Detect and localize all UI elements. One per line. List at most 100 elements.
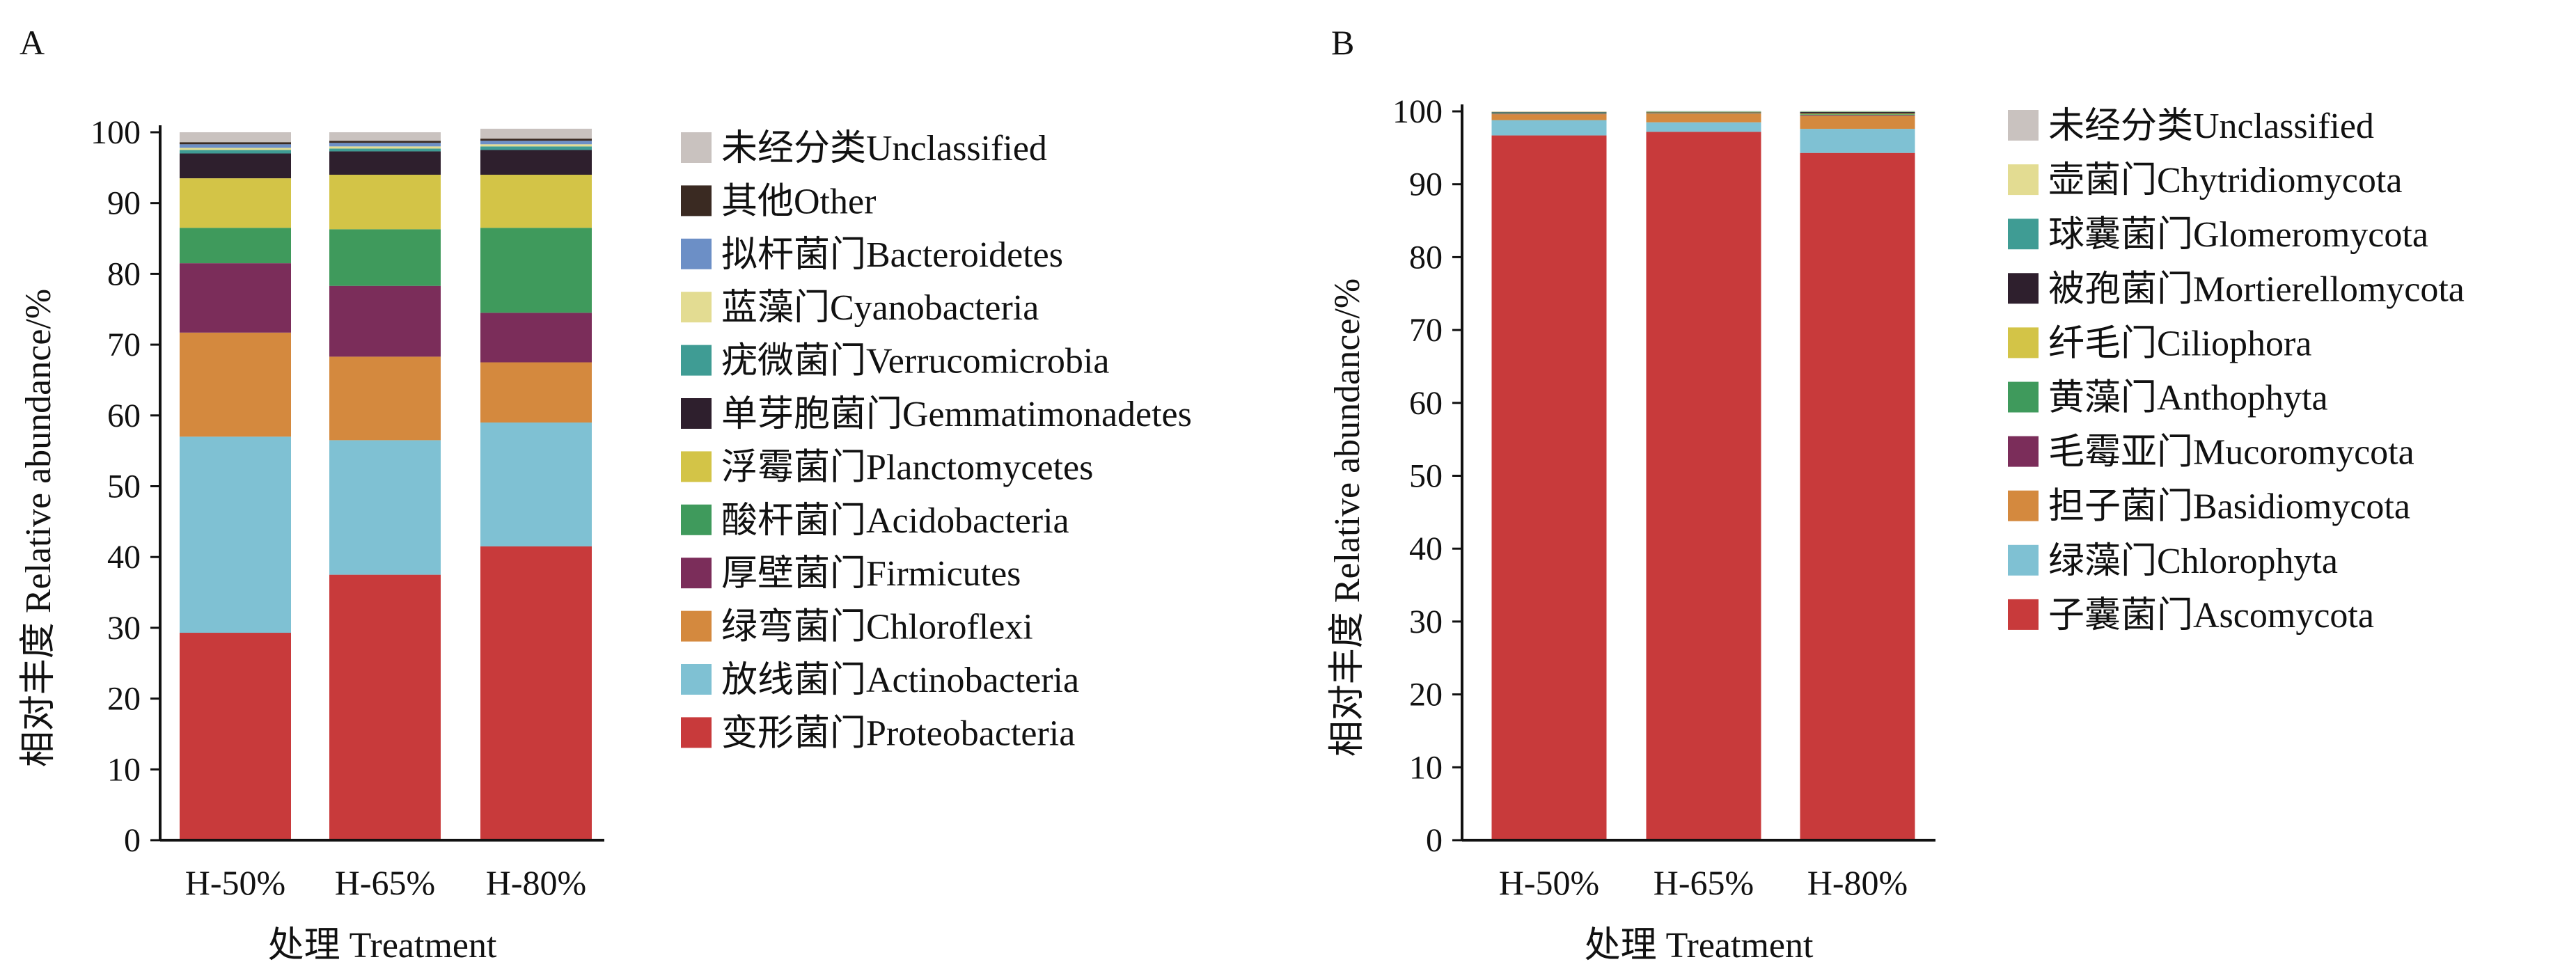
bar-segment [480,128,592,139]
bar-segment [1646,132,1761,841]
legend-item: 疣微菌门Verrucomicrobia [681,342,1109,381]
bar-segment [1800,111,1915,113]
bar-segment [480,422,592,546]
y-tick-label: 70 [107,326,141,363]
legend-label: 壶菌门Chytridiomycota [2048,161,2402,200]
y-tick-label: 60 [107,397,141,434]
bar-segment [480,144,592,147]
legend-swatch [681,717,712,748]
bar-segment [180,178,291,228]
bar-segment [329,141,441,143]
legend-swatch [2008,599,2039,630]
legend-swatch [2008,219,2039,250]
legend-swatch [681,238,712,269]
legend-item: 未经分类Unclassified [681,129,1047,168]
y-tick-label: 100 [1392,93,1443,130]
bar-segment [329,143,441,147]
bar-segment [1646,111,1761,112]
legend-label: 毛霉亚门Mucoromycota [2048,433,2414,473]
legend-label: 绿藻门Chlorophyta [2048,542,2338,581]
bar-segment [180,436,291,633]
bar-segment [329,285,441,357]
x-tick-label: H-80% [486,863,586,902]
legend-label: 拟杆菌门Bacteroidetes [721,235,1063,275]
legend-item: 其他Other [681,182,876,221]
legend-item: 蓝藻门Cyanobacteria [681,288,1039,328]
bar-segment [480,546,592,840]
y-tick-label: 20 [107,681,141,718]
y-tick-label: 0 [124,822,141,859]
bar-segment [1491,113,1607,115]
bar-segment [480,150,592,175]
bar-segment [1800,129,1915,153]
legend-label: 被孢菌门Mortierellomycota [2048,269,2465,309]
y-tick-label: 100 [91,114,141,151]
bar-segment [180,142,291,145]
bar-segment [1800,112,1915,114]
legend-item: 浮霉菌门Planctomycetes [681,448,1093,487]
bar-segment [480,146,592,150]
y-tick-label: 70 [1409,312,1443,349]
bar-segment [1491,111,1607,113]
legend-item: 厚壁菌门Firmicutes [681,554,1021,594]
y-tick-label: 90 [1409,166,1443,203]
x-axis-title: 处理 Treatment [1585,926,1814,965]
legend-label: 纤毛门Ciliophora [2048,324,2311,363]
x-tick-label: H-50% [185,863,285,902]
bar-segment [1491,113,1607,114]
legend: 未经分类Unclassified 其他Other 拟杆菌门Bacteroidetes… [681,129,1192,753]
bar-segment [1491,135,1607,840]
y-tick-label: 10 [107,751,141,788]
legend-item: 单芽胞菌门Gemmatimonadetes [681,395,1192,434]
y-tick-label: 50 [1409,458,1443,495]
bar-segment [1646,113,1761,114]
panel-label: B [1331,23,1354,62]
legend-swatch [2008,436,2039,467]
legend-swatch [2008,327,2039,358]
bar-segment [329,229,441,286]
bar-segment [1646,113,1761,123]
bar-segment [1800,152,1915,840]
legend-item: 拟杆菌门Bacteroidetes [681,235,1063,275]
bar-stack [480,128,592,840]
legend-swatch [2008,273,2039,304]
legend-item: 担子菌门Basidiomycota [2008,487,2410,527]
legend-swatch [681,558,712,589]
bar-segment [180,132,291,143]
legend-swatch [681,451,712,482]
legend-item: 毛霉亚门Mucoromycota [2008,433,2414,473]
bar-segment [329,356,441,441]
legend-label: 浮霉菌门Planctomycetes [721,448,1093,487]
legend-swatch [681,345,712,376]
bar-segment [1491,120,1607,136]
legend-label: 球囊菌门Glomeromycota [2048,215,2428,255]
legend-item: 球囊菌门Glomeromycota [2008,215,2428,255]
y-axis-title: 相对丰度 Relative abundance/% [19,289,58,767]
legend-label: 担子菌门Basidiomycota [2048,487,2410,527]
legend-swatch [2008,490,2039,521]
bar-segment [180,263,291,333]
legend-swatch [2008,164,2039,196]
y-tick-label: 80 [107,255,141,292]
bar-segment [1800,113,1915,115]
y-tick-label: 0 [1426,822,1443,859]
legend-label: 变形菌门Proteobacteria [721,713,1075,753]
legend-label: 其他Other [721,182,876,221]
legend-label: 蓝藻门Cyanobacteria [721,288,1039,328]
x-tick-label: H-65% [335,863,435,902]
legend-item: 子囊菌门Ascomycota [2008,596,2374,636]
bar-stack [180,132,291,840]
bar-segment [180,148,291,150]
legend-swatch [681,398,712,429]
bar-segment [480,228,592,313]
bar-segment [1800,116,1915,129]
legend-swatch [2008,381,2039,413]
bar-segment [1646,112,1761,113]
bar-segment [329,151,441,175]
legend-item: 壶菌门Chytridiomycota [2008,161,2402,200]
bar-segment [180,150,291,154]
bar-segment [329,440,441,575]
legend-item: 未经分类Unclassified [2008,107,2374,146]
panel-label: A [19,23,45,62]
